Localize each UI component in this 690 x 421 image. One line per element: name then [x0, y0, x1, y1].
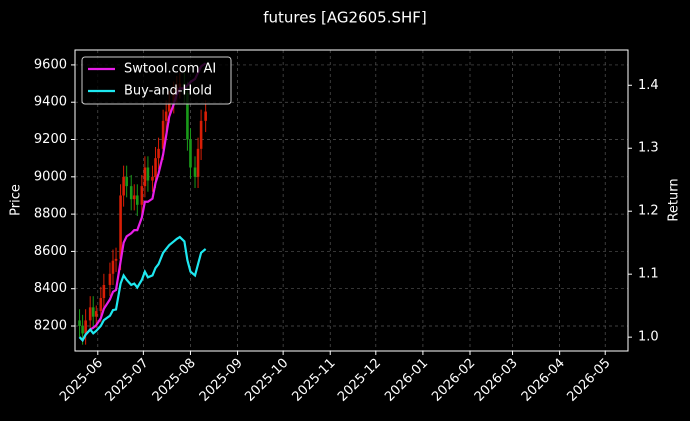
candle-body	[189, 139, 192, 168]
candle-body	[167, 102, 171, 112]
x-tick-label: 2025-11	[290, 356, 339, 405]
y-tick-label: 8600	[34, 244, 67, 259]
candle-body	[164, 111, 168, 121]
y-axis-label: Price	[9, 184, 24, 216]
candle-body	[140, 186, 144, 205]
y-tick-label: 8200	[34, 319, 67, 334]
x-tick-label: 2025-10	[242, 356, 291, 405]
y-tick-label: 9200	[34, 132, 67, 147]
candle-body	[199, 120, 203, 149]
legend-label: Swtool.com AI	[124, 62, 216, 77]
x-tick-label: 2025-08	[150, 356, 199, 405]
candle-body	[146, 167, 150, 181]
y2-axis-label: Return	[667, 178, 682, 221]
candle-body	[94, 311, 98, 317]
y-tick-label: 8800	[34, 207, 67, 222]
plot-frame	[74, 49, 629, 352]
x-tick-label: 2025-09	[197, 356, 246, 405]
y-tick-label: 9000	[34, 169, 67, 184]
x-tick-label: 2026-02	[429, 356, 478, 405]
candle-body	[108, 273, 112, 285]
candle-body	[88, 307, 92, 321]
candle-body	[129, 186, 133, 200]
x-tick-label: 2026-03	[472, 356, 521, 405]
candle-body	[99, 298, 103, 312]
x-tick-label: 2025-07	[103, 356, 152, 405]
x-tick-label: 2026-01	[382, 356, 431, 405]
candle-body	[193, 167, 197, 177]
candle-body	[135, 195, 139, 205]
candle-body	[84, 320, 87, 334]
y-tick-label: 9400	[34, 95, 67, 110]
candle-body	[122, 176, 125, 196]
series-line	[78, 235, 207, 343]
candle-body	[186, 92, 189, 140]
candle-body	[196, 148, 200, 177]
candle-body	[114, 258, 118, 261]
y2-tick-label: 1.2	[638, 204, 659, 219]
candle-body	[157, 148, 160, 159]
candle-body	[91, 307, 95, 317]
candle-body	[161, 120, 165, 149]
y2-tick-label: 1.0	[638, 330, 659, 345]
candle-body	[132, 195, 136, 200]
y-tick-label: 8400	[34, 281, 67, 296]
candle-body	[102, 284, 106, 299]
candle-body	[154, 158, 157, 177]
x-tick-label: 2025-06	[57, 356, 106, 405]
candle-body	[111, 260, 115, 274]
x-tick-label: 2025-12	[335, 356, 384, 405]
candle-body	[151, 176, 154, 181]
candle-body	[125, 176, 128, 187]
x-tick-label: 2026-04	[519, 356, 568, 405]
x-tick-label: 2026-05	[564, 356, 613, 405]
candle-body	[143, 167, 147, 187]
y2-tick-label: 1.1	[638, 267, 659, 282]
y-tick-label: 9600	[34, 57, 67, 72]
candle-body	[204, 111, 207, 121]
candle-body	[119, 195, 122, 259]
legend-label: Buy-and-Hold	[124, 84, 212, 99]
y2-tick-label: 1.3	[638, 141, 659, 156]
chart-title: futures [AG2605.SHF]	[263, 9, 427, 27]
candle-body	[81, 326, 84, 334]
legend-box	[81, 56, 232, 105]
y2-tick-label: 1.4	[638, 78, 659, 93]
candle-body	[78, 320, 81, 327]
